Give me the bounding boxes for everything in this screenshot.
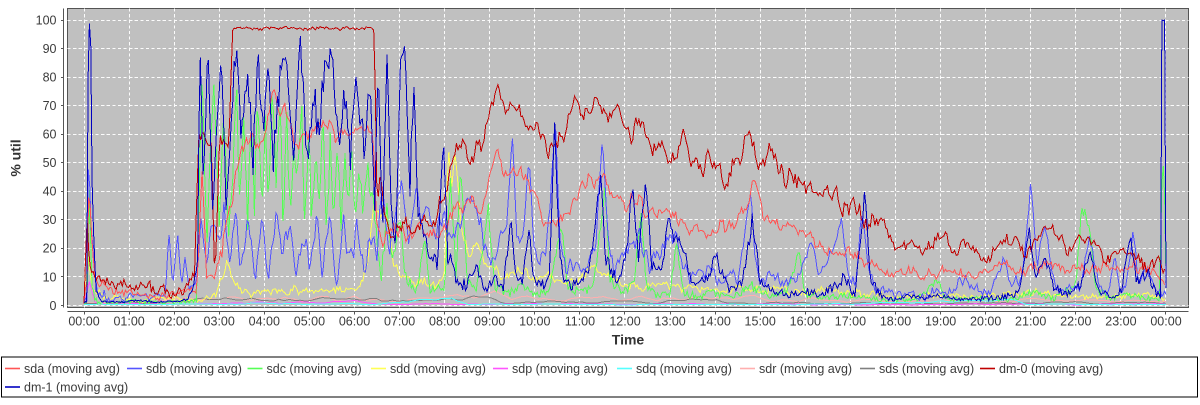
svg-text:dm-1 (moving avg): dm-1 (moving avg) <box>24 380 128 394</box>
svg-text:50: 50 <box>43 156 57 170</box>
svg-text:11:00: 11:00 <box>565 315 595 329</box>
svg-text:sdq (moving avg): sdq (moving avg) <box>636 362 732 376</box>
svg-text:sdc (moving avg): sdc (moving avg) <box>267 362 362 376</box>
svg-text:40: 40 <box>43 185 57 199</box>
svg-text:20: 20 <box>43 242 57 256</box>
svg-text:17:00: 17:00 <box>835 315 866 329</box>
svg-text:dm-0 (moving avg): dm-0 (moving avg) <box>999 362 1103 376</box>
svg-text:10:00: 10:00 <box>519 315 550 329</box>
svg-text:00:00: 00:00 <box>1150 315 1181 329</box>
svg-text:12:00: 12:00 <box>609 315 640 329</box>
svg-text:23:00: 23:00 <box>1105 315 1136 329</box>
svg-text:% util: % util <box>8 139 24 176</box>
svg-text:21:00: 21:00 <box>1015 315 1046 329</box>
svg-text:05:00: 05:00 <box>294 315 325 329</box>
svg-text:09:00: 09:00 <box>474 315 505 329</box>
svg-text:30: 30 <box>43 213 57 227</box>
svg-text:04:00: 04:00 <box>249 315 280 329</box>
svg-text:60: 60 <box>43 128 57 142</box>
svg-text:08:00: 08:00 <box>429 315 460 329</box>
svg-text:90: 90 <box>43 42 57 56</box>
svg-text:70: 70 <box>43 99 57 113</box>
svg-text:06:00: 06:00 <box>339 315 370 329</box>
svg-text:14:00: 14:00 <box>700 315 731 329</box>
svg-text:sdb (moving avg): sdb (moving avg) <box>146 362 242 376</box>
svg-text:80: 80 <box>43 71 57 85</box>
svg-text:07:00: 07:00 <box>384 315 415 329</box>
svg-text:16:00: 16:00 <box>790 315 821 329</box>
svg-text:sds (moving avg): sds (moving avg) <box>879 362 974 376</box>
svg-text:Time: Time <box>612 332 645 348</box>
svg-text:sdp (moving avg): sdp (moving avg) <box>512 362 608 376</box>
svg-text:02:00: 02:00 <box>159 315 190 329</box>
svg-text:22:00: 22:00 <box>1060 315 1091 329</box>
svg-text:03:00: 03:00 <box>204 315 235 329</box>
svg-text:10: 10 <box>43 270 57 284</box>
svg-text:13:00: 13:00 <box>654 315 685 329</box>
svg-text:100: 100 <box>36 14 57 28</box>
svg-text:15:00: 15:00 <box>745 315 776 329</box>
svg-text:19:00: 19:00 <box>925 315 956 329</box>
svg-text:sdr (moving avg): sdr (moving avg) <box>759 362 852 376</box>
svg-text:sdd (moving avg): sdd (moving avg) <box>390 362 486 376</box>
svg-text:0: 0 <box>50 299 57 313</box>
svg-text:01:00: 01:00 <box>113 315 144 329</box>
svg-text:00:00: 00:00 <box>68 315 99 329</box>
svg-text:18:00: 18:00 <box>880 315 911 329</box>
svg-text:20:00: 20:00 <box>970 315 1001 329</box>
svg-text:sda (moving avg): sda (moving avg) <box>24 362 120 376</box>
